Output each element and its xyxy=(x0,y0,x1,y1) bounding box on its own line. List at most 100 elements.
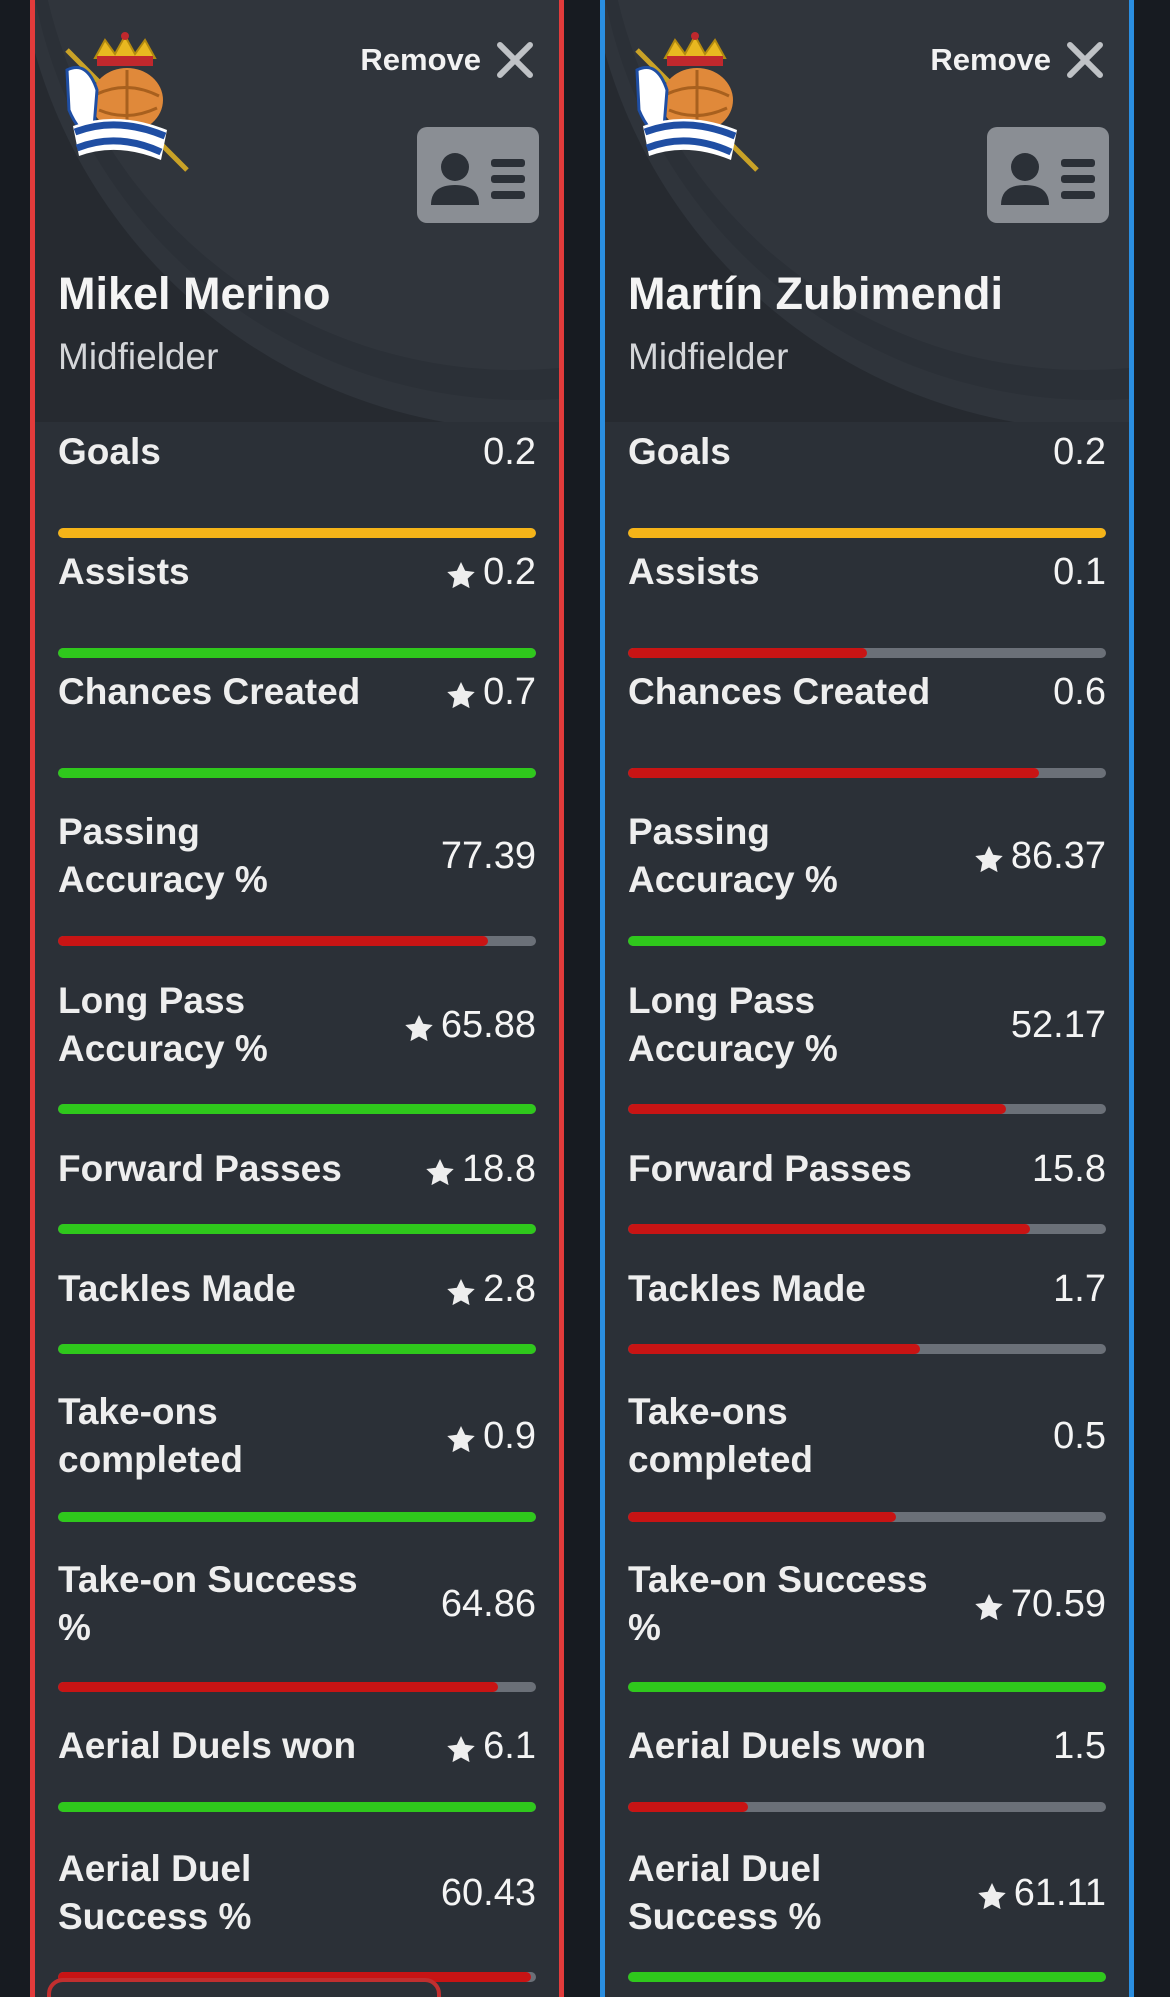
player-id-card-icon[interactable] xyxy=(987,127,1109,223)
stat-bar-fill xyxy=(58,1802,536,1812)
player-position: Midfielder xyxy=(58,336,219,377)
star-icon xyxy=(403,1009,435,1042)
stat-label: Passing Accuracy % xyxy=(628,811,838,900)
stat-bar xyxy=(58,1104,536,1114)
stat-bar-fill xyxy=(628,768,1040,778)
remove-label: Remove xyxy=(930,42,1051,77)
stat-value-text: 60.43 xyxy=(440,1872,536,1914)
stat-value-text: 0.2 xyxy=(483,551,536,593)
club-crest-icon xyxy=(65,32,189,172)
stat-value: 0.2 xyxy=(483,428,536,476)
stat-bar-fill xyxy=(58,1682,498,1692)
stat-value-text: 6.1 xyxy=(483,1725,536,1767)
stat-value: 1.7 xyxy=(1053,1265,1106,1313)
stat-value: 0.1 xyxy=(1053,548,1106,596)
stat-value: 86.37 xyxy=(973,832,1106,880)
stat-value: 64.86 xyxy=(441,1580,536,1628)
stat-bar xyxy=(58,1682,536,1692)
stat-bar-fill xyxy=(628,1512,896,1522)
stat-bar xyxy=(58,1344,536,1354)
stat-bar xyxy=(628,1344,1106,1354)
stat-bar xyxy=(628,1682,1106,1692)
stat-value: 0.2 xyxy=(445,548,536,596)
stat-value: 0.5 xyxy=(1053,1412,1106,1460)
stat-value: 60.43 xyxy=(441,1869,536,1917)
stat-bar-fill xyxy=(628,1972,1106,1982)
stat-value: 0.7 xyxy=(445,668,536,716)
stat-bar-fill xyxy=(628,1344,920,1354)
club-crest-icon xyxy=(635,32,759,172)
stat-label: Assists xyxy=(628,551,760,592)
player-card-left: Remove Mikel Merino Midfielder Goals 0.2 A… xyxy=(30,0,564,1997)
stat-label: Aerial Duels won xyxy=(58,1725,357,1766)
stat-bar xyxy=(628,1512,1106,1522)
stat-bar-fill xyxy=(58,768,536,778)
star-icon xyxy=(445,1730,477,1763)
stat-label: Tackles Made xyxy=(628,1268,866,1309)
stat-value-text: 77.39 xyxy=(440,835,536,877)
stat-label: Chances Created xyxy=(628,671,931,712)
stat-bar-fill xyxy=(628,528,1106,538)
stat-value-text: 1.7 xyxy=(1053,1268,1106,1310)
stat-bar xyxy=(628,648,1106,658)
player-header: Remove Mikel Merino Midfielder xyxy=(35,0,559,422)
stat-value-text: 18.8 xyxy=(462,1148,536,1190)
stat-bar xyxy=(58,1972,536,1982)
stat-label: Tackles Made xyxy=(58,1268,296,1309)
stat-label: Assists xyxy=(58,551,190,592)
close-icon[interactable] xyxy=(1065,40,1105,80)
star-icon xyxy=(973,1588,1005,1621)
stat-value-text: 65.88 xyxy=(440,1004,536,1046)
stat-value-text: 0.7 xyxy=(483,671,536,713)
star-icon xyxy=(973,840,1005,873)
stat-bar-fill xyxy=(58,1104,536,1114)
stat-value-text: 1.5 xyxy=(1053,1725,1106,1767)
remove-button[interactable]: Remove xyxy=(930,40,1105,80)
stat-bar-fill xyxy=(58,936,489,946)
stat-label: Long Pass Accuracy % xyxy=(628,980,838,1069)
stat-value-text: 0.9 xyxy=(483,1415,536,1457)
stat-bar-fill xyxy=(628,1104,1006,1114)
close-icon[interactable] xyxy=(495,40,535,80)
star-icon xyxy=(445,1273,477,1306)
remove-label: Remove xyxy=(360,42,481,77)
remove-button[interactable]: Remove xyxy=(360,40,535,80)
stat-value: 0.6 xyxy=(1053,668,1106,716)
stat-value-text: 0.2 xyxy=(1053,431,1106,473)
stat-bar-fill xyxy=(58,1224,536,1234)
stat-bar xyxy=(628,1972,1106,1982)
stat-value-text: 2.8 xyxy=(483,1268,536,1310)
stat-value-text: 52.17 xyxy=(1010,1004,1106,1046)
stat-value: 65.88 xyxy=(403,1001,536,1049)
stat-value: 6.1 xyxy=(445,1722,536,1770)
stat-bar-fill xyxy=(628,936,1106,946)
stat-bar xyxy=(628,1224,1106,1234)
stat-bar xyxy=(628,1802,1106,1812)
star-icon xyxy=(445,1420,477,1453)
player-name: Mikel Merino xyxy=(58,268,331,319)
stat-bar xyxy=(58,768,536,778)
stat-bar-fill xyxy=(628,1802,748,1812)
stat-value-text: 86.37 xyxy=(1010,835,1106,877)
stat-value: 77.39 xyxy=(441,832,536,880)
stat-value: 70.59 xyxy=(973,1580,1106,1628)
bottom-action-button[interactable] xyxy=(47,1978,441,1997)
stat-bar xyxy=(628,936,1106,946)
stat-label: Aerial Duel Success % xyxy=(58,1848,252,1937)
stat-label: Aerial Duel Success % xyxy=(628,1848,822,1937)
stat-bar-fill xyxy=(58,1512,536,1522)
player-id-card-icon[interactable] xyxy=(417,127,539,223)
stat-value: 18.8 xyxy=(424,1145,536,1193)
stat-value: 15.8 xyxy=(1032,1145,1106,1193)
stat-value-text: 0.6 xyxy=(1053,671,1106,713)
stat-label: Take-on Success % xyxy=(58,1559,358,1648)
stat-label: Aerial Duels won xyxy=(628,1725,927,1766)
stat-value-text: 64.86 xyxy=(440,1583,536,1625)
stat-bar xyxy=(58,528,536,538)
stat-label: Take-ons completed xyxy=(58,1391,244,1480)
stat-bar-fill xyxy=(58,1344,536,1354)
stat-bar-fill xyxy=(58,528,536,538)
stat-label: Long Pass Accuracy % xyxy=(58,980,268,1069)
stat-bar xyxy=(58,1802,536,1812)
player-header: Remove Martín Zubimendi Midfielder xyxy=(605,0,1129,422)
